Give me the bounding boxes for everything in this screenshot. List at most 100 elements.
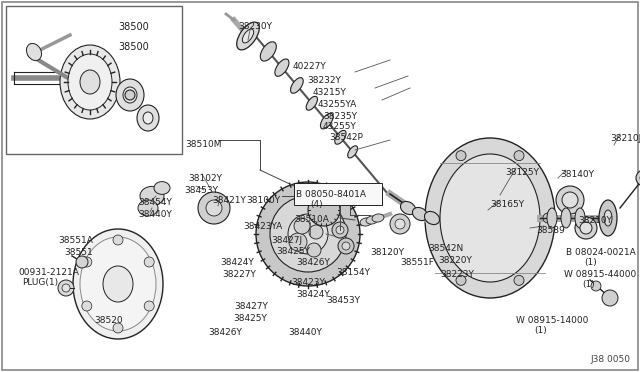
Circle shape [198, 192, 230, 224]
Text: 38223Y: 38223Y [440, 270, 474, 279]
Circle shape [332, 222, 348, 238]
Bar [294, 183, 382, 205]
Circle shape [390, 214, 410, 234]
Ellipse shape [580, 222, 592, 234]
Text: 38510A: 38510A [294, 215, 329, 224]
Circle shape [76, 256, 88, 268]
Text: 38425Y: 38425Y [276, 247, 310, 256]
Text: 38500: 38500 [118, 22, 148, 32]
Text: 38453Y: 38453Y [184, 186, 218, 195]
Ellipse shape [360, 218, 372, 226]
Text: (1): (1) [584, 258, 596, 267]
Circle shape [543, 213, 553, 223]
Text: 43255Y: 43255Y [323, 122, 357, 131]
Circle shape [338, 238, 354, 254]
Ellipse shape [401, 202, 415, 215]
Ellipse shape [372, 214, 384, 222]
Ellipse shape [26, 44, 42, 61]
Circle shape [342, 242, 350, 250]
Ellipse shape [556, 186, 584, 214]
Bar [6, 6, 182, 154]
Text: (4): (4) [310, 200, 323, 209]
Text: 38589: 38589 [536, 226, 564, 235]
Ellipse shape [143, 112, 153, 124]
Circle shape [336, 226, 344, 234]
Circle shape [270, 196, 346, 272]
Ellipse shape [68, 54, 112, 110]
Ellipse shape [604, 210, 612, 226]
Circle shape [58, 280, 74, 296]
Text: 38551: 38551 [64, 248, 93, 257]
Circle shape [395, 219, 405, 229]
Circle shape [294, 218, 310, 234]
Circle shape [514, 151, 524, 161]
Text: 38235Y: 38235Y [323, 112, 357, 121]
Circle shape [125, 90, 135, 100]
Ellipse shape [366, 216, 378, 224]
Ellipse shape [140, 186, 164, 206]
Text: W 08915-14000: W 08915-14000 [516, 316, 588, 325]
Ellipse shape [116, 79, 144, 111]
Circle shape [289, 233, 307, 251]
Text: 38165Y: 38165Y [490, 200, 524, 209]
Ellipse shape [561, 208, 571, 228]
Circle shape [307, 243, 321, 257]
Text: (1): (1) [582, 280, 595, 289]
Text: PLUG(1): PLUG(1) [22, 278, 58, 287]
Text: 38423Y: 38423Y [291, 278, 325, 287]
Ellipse shape [547, 208, 557, 228]
Circle shape [82, 301, 92, 311]
Circle shape [113, 323, 123, 333]
Circle shape [113, 235, 123, 245]
Text: 38520: 38520 [94, 316, 123, 325]
Text: 38140Y: 38140Y [560, 170, 594, 179]
Text: 43255YA: 43255YA [318, 100, 357, 109]
Circle shape [591, 281, 601, 291]
Ellipse shape [123, 87, 137, 103]
Text: B 08024-0021A: B 08024-0021A [566, 248, 636, 257]
Text: B 08050-8401A: B 08050-8401A [296, 190, 366, 199]
Circle shape [456, 275, 466, 285]
Text: 00931-2121A: 00931-2121A [18, 268, 79, 277]
Ellipse shape [424, 211, 440, 225]
Ellipse shape [291, 78, 303, 93]
Ellipse shape [80, 237, 156, 331]
Text: 38424Y: 38424Y [220, 258, 253, 267]
Circle shape [636, 170, 640, 186]
Text: (1): (1) [534, 326, 547, 335]
Ellipse shape [73, 229, 163, 339]
Circle shape [456, 151, 466, 161]
Text: 38426Y: 38426Y [296, 258, 330, 267]
Circle shape [309, 225, 323, 239]
Text: 38423YA: 38423YA [243, 222, 282, 231]
Text: J38 0050: J38 0050 [590, 355, 630, 364]
Text: 38424Y: 38424Y [296, 290, 330, 299]
Text: 38426Y: 38426Y [208, 328, 242, 337]
Ellipse shape [562, 192, 578, 208]
Text: 38210Y: 38210Y [578, 216, 612, 225]
Text: 38232Y: 38232Y [307, 76, 341, 85]
Text: 38230Y: 38230Y [238, 22, 272, 31]
Text: 38427Y: 38427Y [234, 302, 268, 311]
Ellipse shape [575, 208, 585, 228]
Text: 38425Y: 38425Y [233, 314, 267, 323]
Circle shape [427, 213, 437, 223]
Circle shape [144, 257, 154, 267]
Text: 38510M: 38510M [185, 140, 221, 149]
Circle shape [514, 275, 524, 285]
Circle shape [82, 257, 92, 267]
Text: 38551F: 38551F [400, 258, 434, 267]
Ellipse shape [599, 200, 617, 236]
Ellipse shape [138, 200, 158, 216]
Text: 38100Y: 38100Y [246, 196, 280, 205]
Text: 38220Y: 38220Y [438, 256, 472, 265]
Ellipse shape [154, 182, 170, 195]
Text: 38551A: 38551A [58, 236, 93, 245]
Text: 38454Y: 38454Y [138, 198, 172, 207]
Text: 38125Y: 38125Y [505, 168, 539, 177]
Text: 38154Y: 38154Y [336, 268, 370, 277]
Text: 38120Y: 38120Y [370, 248, 404, 257]
Text: W 08915-44000: W 08915-44000 [564, 270, 636, 279]
Circle shape [206, 200, 222, 216]
Ellipse shape [412, 208, 428, 221]
